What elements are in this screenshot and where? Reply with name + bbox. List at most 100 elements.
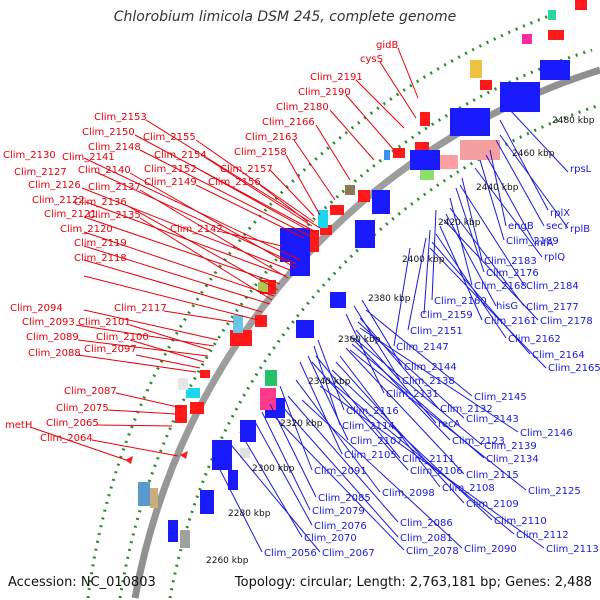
- gene-label: Clim_2134: [486, 454, 539, 465]
- gene-label: Clim_2143: [466, 414, 519, 425]
- gene-label: Clim_2086: [400, 518, 453, 529]
- gene-label: Clim_2142: [170, 224, 223, 235]
- gene-label-rplB: rplB: [570, 224, 590, 235]
- gene-label: Clim_2075: [56, 403, 109, 414]
- gene-label: Clim_2190: [298, 87, 351, 98]
- gene-label: Clim_2131: [386, 389, 439, 400]
- gene-label: Clim_2091: [314, 466, 367, 477]
- gene-label: Clim_2163: [245, 132, 298, 143]
- gene-label: Clim_2191: [310, 72, 363, 83]
- gene-label: Clim_2125: [528, 486, 581, 497]
- gene-label: Clim_2183: [484, 256, 537, 267]
- gene-label: Clim_2148: [88, 142, 141, 153]
- gene-label: Clim_2120: [60, 224, 113, 235]
- gene-label: Clim_2115: [466, 470, 519, 481]
- kbp-tick: 2260 kbp: [206, 556, 249, 566]
- gene-label: Clim_2144: [404, 362, 457, 373]
- gene-label: Clim_2110: [494, 516, 547, 527]
- gene-label: Clim_2085: [318, 493, 371, 504]
- gene-label: Clim_2109: [466, 499, 519, 510]
- gene-label: Clim_2152: [144, 164, 197, 175]
- gene-label: Clim_2150: [82, 127, 135, 138]
- gene-label: Clim_2116: [346, 406, 399, 417]
- gene-label-recA: recA: [438, 419, 461, 430]
- gene-label: Clim_2081: [400, 533, 453, 544]
- gene-label: Clim_2106: [410, 466, 463, 477]
- gene-label: Clim_2122: [32, 195, 85, 206]
- gene-label: Clim_2189: [506, 236, 559, 247]
- kbp-tick: 2380 kbp: [368, 294, 411, 304]
- gene-label: Clim_2178: [540, 316, 593, 327]
- gene-label: Clim_2180: [276, 102, 329, 113]
- gene-label: Clim_2070: [304, 533, 357, 544]
- gene-label-hisG: hisG: [496, 301, 518, 312]
- gene-label: Clim_2127: [14, 167, 67, 178]
- gene-label: Clim_2177: [526, 302, 579, 313]
- gene-label: Clim_2056: [264, 548, 317, 559]
- gene-label-rpsL: rpsL: [570, 164, 592, 175]
- red-labels: gidB cysS Clim_2191 Clim_2190 Clim_2180 …: [3, 40, 398, 444]
- gene-label: Clim_2154: [154, 150, 207, 161]
- kbp-tick: 2440 kbp: [476, 183, 519, 193]
- gene-label: Clim_2118: [74, 253, 127, 264]
- gene-label: Clim_2108: [442, 483, 495, 494]
- gene-label: Clim_2149: [144, 177, 197, 188]
- gene-label: Clim_2113: [546, 544, 599, 555]
- kbp-tick: 2340 kbp: [308, 377, 351, 387]
- kbp-tick: 2400 kbp: [402, 255, 445, 265]
- gene-label: Clim_2090: [464, 544, 517, 555]
- gene-label: Clim_2140: [78, 165, 131, 176]
- gene-label: Clim_2121: [44, 209, 97, 220]
- gene-label-metH: metH: [5, 420, 32, 431]
- gene-label: Clim_2094: [10, 303, 63, 314]
- gene-label: Clim_2168: [474, 281, 527, 292]
- red-leaders: [29, 47, 419, 461]
- gene-label: Clim_2156: [208, 177, 261, 188]
- accession-label: Accession: NC_010803: [8, 575, 156, 590]
- kbp-ticks: 2260 kbp 2280 kbp 2300 kbp 2320 kbp 2340…: [206, 116, 595, 566]
- gene-label: Clim_2137: [88, 182, 141, 193]
- map-title: Chlorobium limicola DSM 245, complete ge…: [114, 9, 457, 25]
- gene-label: Clim_2097: [84, 344, 137, 355]
- gene-label: Clim_2100: [96, 332, 149, 343]
- gene-label: Clim_2147: [396, 342, 449, 353]
- blue-labels: rpsL rplX rplB secY engB infA Clim_2189 …: [264, 164, 600, 559]
- gene-label: Clim_2076: [314, 521, 367, 532]
- gene-label: Clim_2067: [322, 548, 375, 559]
- gene-label: Clim_2105: [344, 450, 397, 461]
- kbp-tick: 2320 kbp: [280, 419, 323, 429]
- gene-label: Clim_2155: [143, 132, 196, 143]
- gene-label: Clim_2119: [74, 238, 127, 249]
- blue-leaders: [213, 109, 569, 553]
- gene-label: Clim_2088: [28, 348, 81, 359]
- gene-label: Clim_2098: [382, 488, 435, 499]
- kbp-tick: 2460 kbp: [512, 149, 555, 159]
- kbp-tick: 2420 kbp: [438, 218, 481, 228]
- gene-label-gidB: gidB: [376, 40, 398, 51]
- gene-label: Clim_2112: [516, 530, 569, 541]
- gene-label: Clim_2138: [402, 376, 455, 387]
- gene-label: Clim_2139: [484, 441, 537, 452]
- gene-label: Clim_2123: [452, 436, 505, 447]
- gene-label: Clim_2114: [342, 421, 395, 432]
- gene-label: Clim_2064: [40, 433, 93, 444]
- feature-block: [175, 405, 187, 423]
- gene-label: Clim_2151: [410, 326, 463, 337]
- gene-label: Clim_2093: [22, 317, 75, 328]
- gene-label: Clim_2166: [262, 117, 315, 128]
- gene-label: Clim_2145: [474, 392, 527, 403]
- gene-label-secY: secY: [546, 221, 570, 232]
- gene-label: Clim_2132: [440, 404, 493, 415]
- gene-label: Clim_2162: [508, 334, 561, 345]
- gene-label: Clim_2065: [46, 418, 99, 429]
- genome-summary: Topology: circular; Length: 2,763,181 bp…: [234, 575, 592, 590]
- gene-label: Clim_2176: [486, 268, 539, 279]
- gene-label: Clim_2111: [402, 454, 455, 465]
- kbp-tick: 2360 kbp: [338, 335, 381, 345]
- inner-dotted-ring-b: [168, 103, 600, 599]
- gene-label: Clim_2141: [62, 152, 115, 163]
- gene-label: Clim_2136: [74, 197, 127, 208]
- gene-label: Clim_2079: [312, 506, 365, 517]
